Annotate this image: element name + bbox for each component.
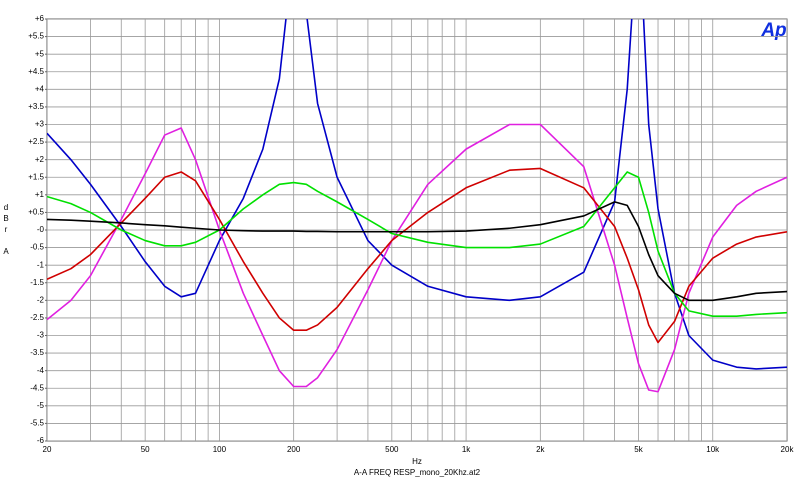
series-line [47, 201, 787, 302]
y-tick-label: +5.5 [28, 32, 44, 41]
y-tick-label: +0.5 [28, 208, 44, 217]
y-tick-label: +4.5 [28, 67, 44, 76]
x-tick-label: 20k [781, 445, 795, 454]
series-line [47, 123, 787, 393]
y-tick-label: -5 [37, 401, 45, 410]
y-tick-label: +2.5 [28, 137, 44, 146]
x-tick-label: 20 [43, 445, 52, 454]
y-tick-label: -4 [37, 366, 45, 375]
curves [47, 19, 787, 441]
x-tick-label: 100 [213, 445, 227, 454]
y-tick-label: +4 [35, 84, 45, 93]
y-tick-label: -1.5 [30, 278, 44, 287]
y-tick-label: -3 [37, 331, 45, 340]
y-tick-label: +1 [35, 190, 45, 199]
y-tick-label: -0 [37, 225, 45, 234]
x-tick-label: 500 [385, 445, 399, 454]
caption: A-A FREQ RESP_mono_20Khz.at2 [354, 468, 481, 477]
x-tick-label: 1k [462, 445, 471, 454]
y-tick-label: -2.5 [30, 313, 44, 322]
y-tick-label: +5 [35, 49, 45, 58]
y-tick-label: +1.5 [28, 172, 44, 181]
series-line [47, 19, 787, 370]
y-tick-label: +2 [35, 155, 45, 164]
x-tick-label: 200 [287, 445, 301, 454]
x-tick-label: 5k [634, 445, 643, 454]
series-line [47, 171, 787, 317]
x-tick-label: 50 [141, 445, 150, 454]
logo: Ap [760, 20, 786, 41]
y-tick-label: -1 [37, 260, 45, 269]
y-tick-label: -2 [37, 295, 45, 304]
x-tick-label: 10k [706, 445, 720, 454]
y-tick-label: -0.5 [30, 243, 44, 252]
y-tick-label: -3.5 [30, 348, 44, 357]
y-tick-label: +6 [35, 14, 45, 23]
y-tick-label: -6 [37, 436, 45, 445]
x-axis-label: Hz [412, 457, 422, 466]
y-tick-label: -4.5 [30, 383, 44, 392]
y-tick-label: +3.5 [28, 102, 44, 111]
x-tick-label: 2k [536, 445, 545, 454]
y-tick-label: +3 [35, 120, 45, 129]
y-tick-label: -5.5 [30, 419, 44, 428]
series-line [47, 167, 787, 344]
